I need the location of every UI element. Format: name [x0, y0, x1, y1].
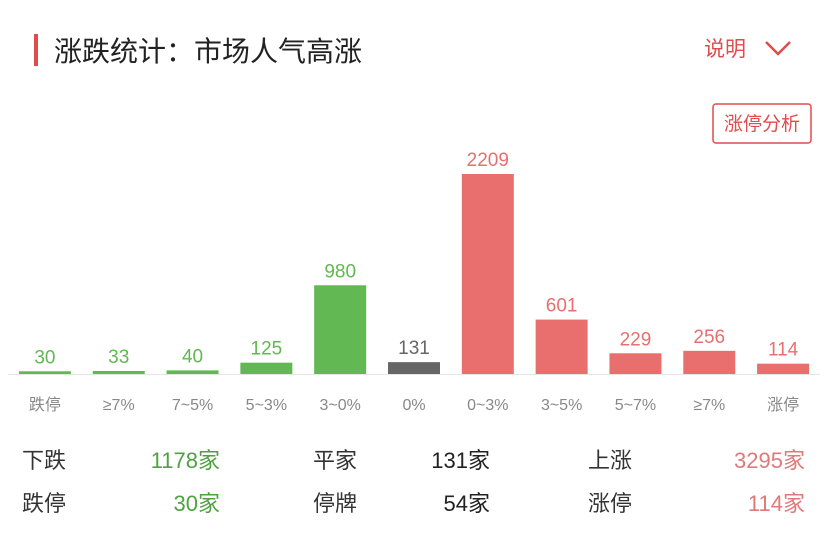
value-label: 33 — [108, 347, 129, 368]
x-tick-label: 3~5% — [541, 397, 582, 414]
summary-label: 停牌 — [313, 491, 357, 516]
bar — [535, 319, 588, 374]
bar — [609, 353, 662, 374]
value-label: 256 — [693, 327, 725, 348]
value-label: 229 — [620, 329, 652, 350]
summary-label: 涨停 — [588, 491, 632, 516]
help-text[interactable]: 说明 — [704, 38, 746, 61]
x-tick-label: 3~0% — [319, 397, 360, 414]
bar — [757, 363, 810, 374]
x-tick-label: ≥7% — [103, 397, 135, 414]
x-tick-label: 跌停 — [29, 396, 61, 414]
bar — [683, 350, 736, 374]
x-tick-label: 涨停 — [767, 396, 799, 414]
value-label: 131 — [398, 338, 430, 359]
bar — [314, 285, 367, 374]
value-label: 114 — [768, 340, 799, 361]
summary-label: 下跌 — [22, 448, 66, 473]
button-border[interactable] — [712, 103, 812, 144]
value-label: 30 — [34, 347, 55, 368]
chevron-icon — [765, 41, 791, 56]
title: 涨跌统计：市场人气高涨 — [54, 36, 362, 67]
help-toggle[interactable]: 说明 — [704, 38, 791, 61]
button-text[interactable]: 涨停分析 — [724, 113, 800, 135]
x-tick-label: 5~3% — [246, 397, 287, 414]
summary-value: 1178家 — [151, 448, 220, 473]
x-tick-label: 0% — [402, 397, 425, 414]
x-tick-label: 5~7% — [615, 397, 656, 414]
x-tick-label: ≥7% — [693, 397, 725, 414]
bar — [166, 370, 219, 374]
value-label: 2209 — [467, 150, 509, 171]
summary-label: 跌停 — [22, 491, 66, 516]
bar — [388, 362, 440, 374]
bar — [461, 174, 514, 374]
value-label: 40 — [182, 346, 203, 367]
bar — [18, 371, 71, 374]
summary-label: 平家 — [313, 448, 357, 473]
value-label: 980 — [324, 261, 356, 282]
limit-up-button[interactable]: 涨停分析 — [712, 103, 812, 144]
summary-value: 30家 — [174, 491, 220, 516]
summary-value: 3295家 — [734, 448, 805, 473]
x-tick-label: 7~5% — [172, 397, 213, 414]
summary-label: 上涨 — [588, 448, 632, 473]
title-accent — [34, 34, 38, 66]
value-label: 601 — [546, 296, 578, 317]
value-label: 125 — [251, 339, 283, 360]
x-tick-label: 0~3% — [467, 397, 508, 414]
bar — [92, 371, 145, 374]
summary-value: 54家 — [444, 491, 490, 516]
summary-value: 131家 — [431, 448, 490, 473]
bar — [240, 362, 293, 374]
summary-value: 114家 — [748, 491, 805, 516]
